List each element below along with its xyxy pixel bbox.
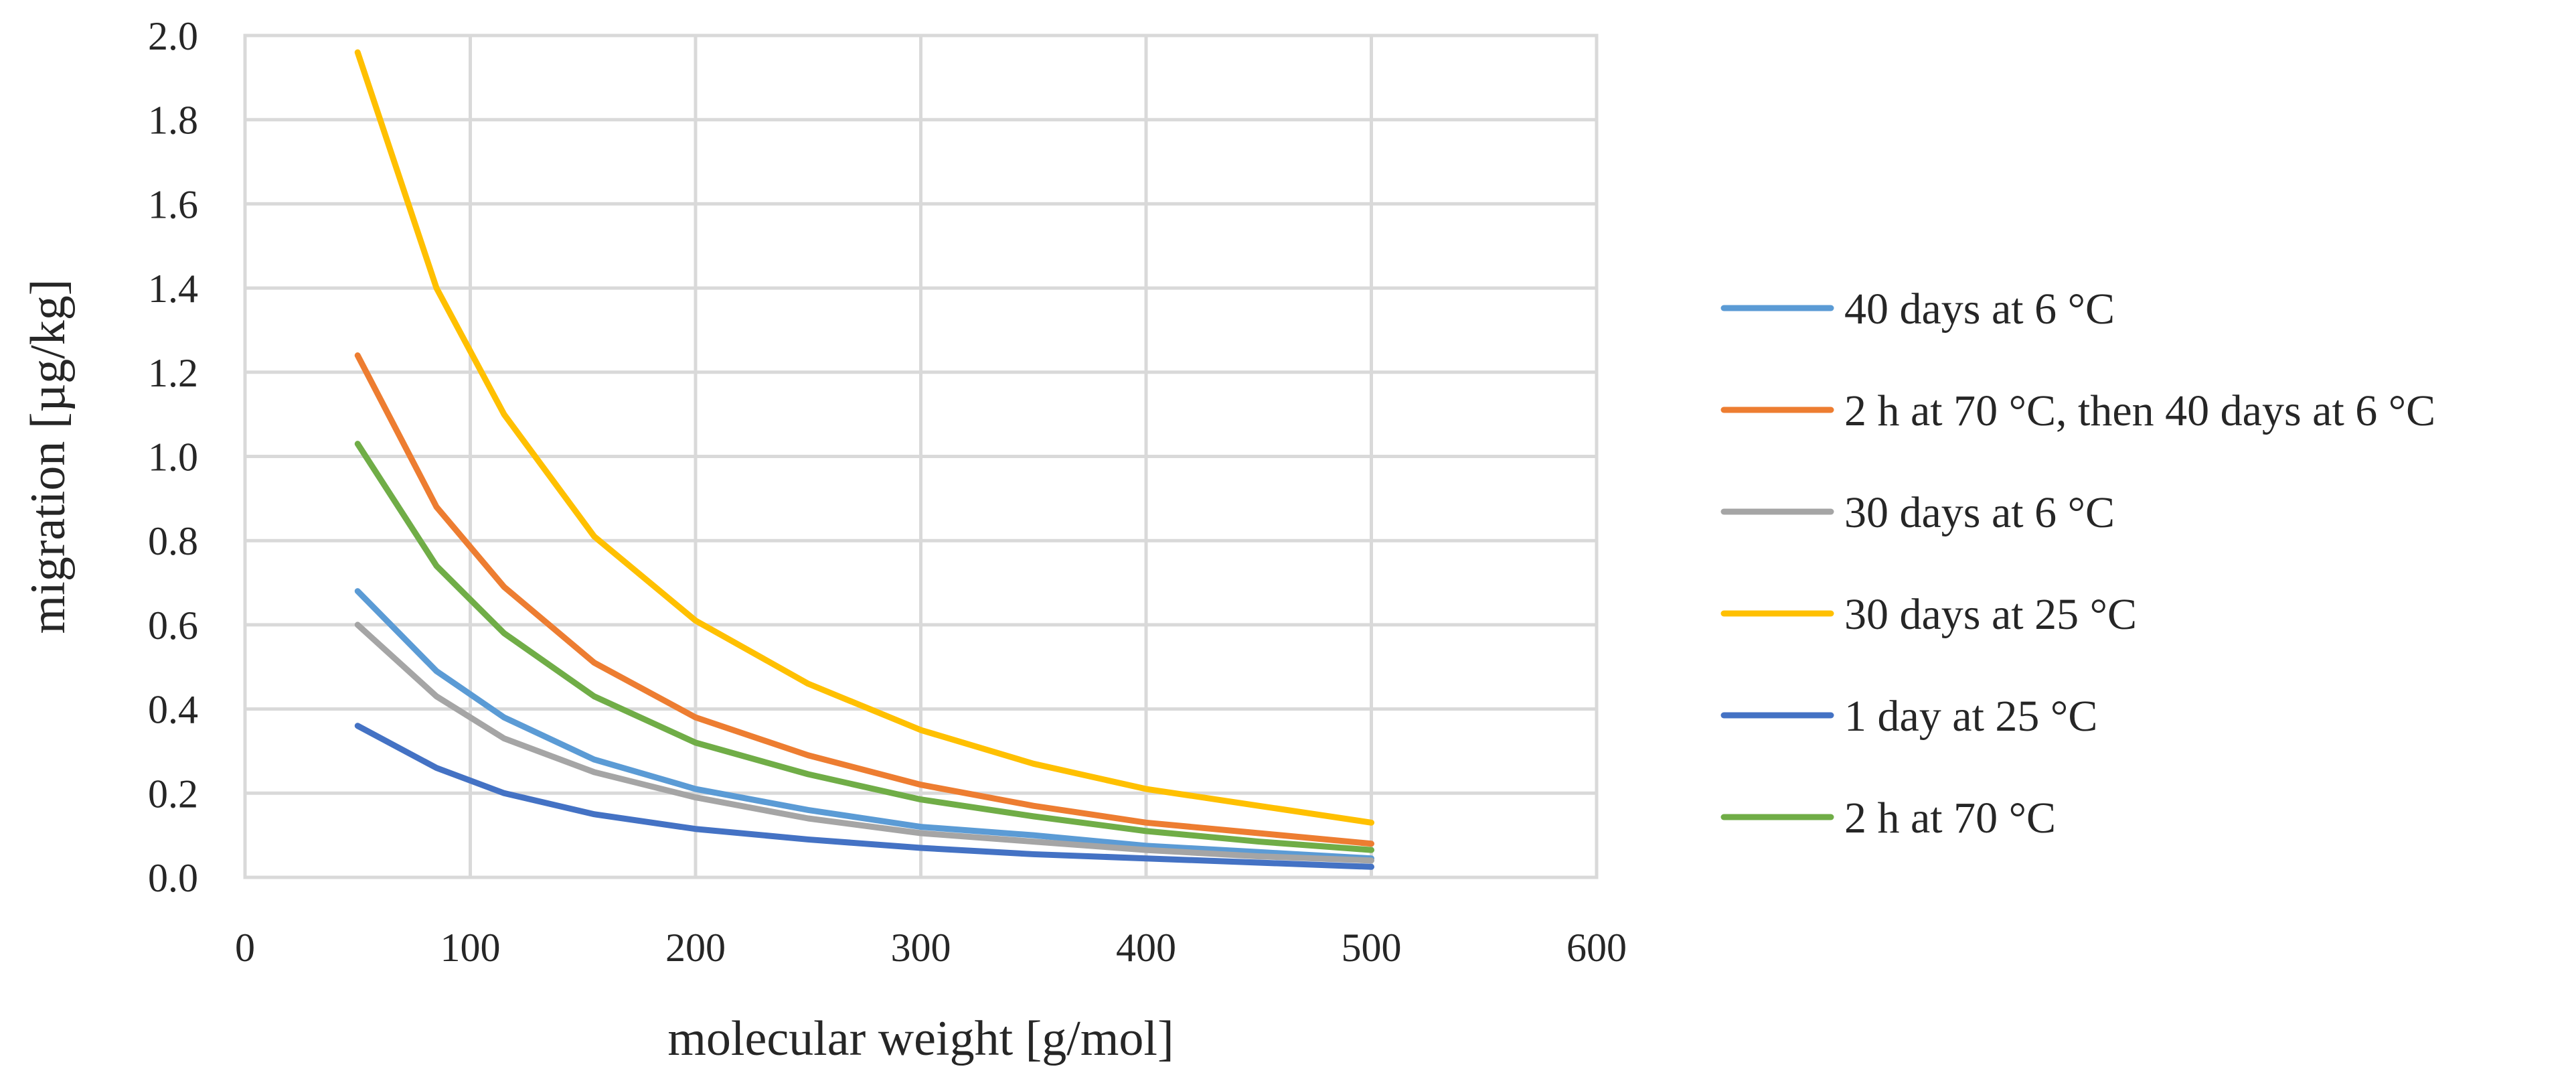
y-tick-label: 1.8 — [148, 98, 198, 143]
legend-item: 40 days at 6 °C — [1720, 285, 2115, 334]
y-tick-label: 1.0 — [148, 435, 198, 480]
y-tick-label: 0.6 — [148, 603, 198, 648]
legend: 40 days at 6 °C 2 h at 70 °C, then 40 day… — [1720, 285, 2435, 843]
series-lines — [354, 49, 1374, 870]
x-axis-title: molecular weight [g/mol] — [667, 1011, 1174, 1066]
series-line-2 — [354, 352, 1374, 847]
x-tick-label: 300 — [891, 926, 951, 970]
x-tick-label: 200 — [665, 926, 726, 970]
y-tick-label: 0.8 — [148, 519, 198, 563]
legend-item: 2 h at 70 °C, then 40 days at 6 °C — [1720, 386, 2435, 435]
x-tick-label: 400 — [1116, 926, 1176, 970]
legend-item: 30 days at 6 °C — [1720, 488, 2115, 537]
y-tick-label: 0.2 — [148, 772, 198, 816]
series-line-5 — [354, 723, 1374, 870]
y-tick-label: 2.0 — [148, 14, 198, 58]
y-tick-label: 1.2 — [148, 351, 198, 395]
y-tick-label: 0.4 — [148, 688, 198, 732]
y-axis-ticks: 0.0 0.2 0.4 0.6 0.8 1.0 1.2 1.4 1.6 1.8 2.0 — [148, 14, 198, 900]
y-tick-label: 0.0 — [148, 856, 198, 900]
plot-area-border — [243, 33, 1599, 879]
y-tick-label: 1.6 — [148, 182, 198, 226]
legend-label: 30 days at 25 °C — [1844, 590, 2137, 639]
x-tick-label: 0 — [235, 926, 255, 970]
legend-item: 2 h at 70 °C — [1720, 794, 2056, 843]
legend-label: 40 days at 6 °C — [1844, 285, 2115, 334]
x-tick-label: 500 — [1342, 926, 1402, 970]
legend-label: 1 day at 25 °C — [1844, 692, 2097, 741]
legend-item: 30 days at 25 °C — [1720, 590, 2137, 639]
x-tick-label: 600 — [1566, 926, 1627, 970]
legend-label: 30 days at 6 °C — [1844, 488, 2115, 537]
series-line-3 — [354, 622, 1374, 864]
gridlines — [243, 33, 1599, 879]
series-line-6 — [354, 441, 1374, 853]
legend-item: 1 day at 25 °C — [1720, 692, 2097, 741]
series-line-1 — [354, 588, 1374, 862]
y-tick-label: 1.4 — [148, 267, 198, 311]
x-axis-ticks: 0 100 200 300 400 500 600 — [235, 926, 1627, 970]
y-axis-title: migration [µg/kg] — [21, 279, 76, 634]
legend-label: 2 h at 70 °C — [1844, 794, 2056, 843]
x-tick-label: 100 — [440, 926, 501, 970]
series-line-4 — [354, 49, 1374, 826]
legend-label: 2 h at 70 °C, then 40 days at 6 °C — [1844, 386, 2435, 435]
